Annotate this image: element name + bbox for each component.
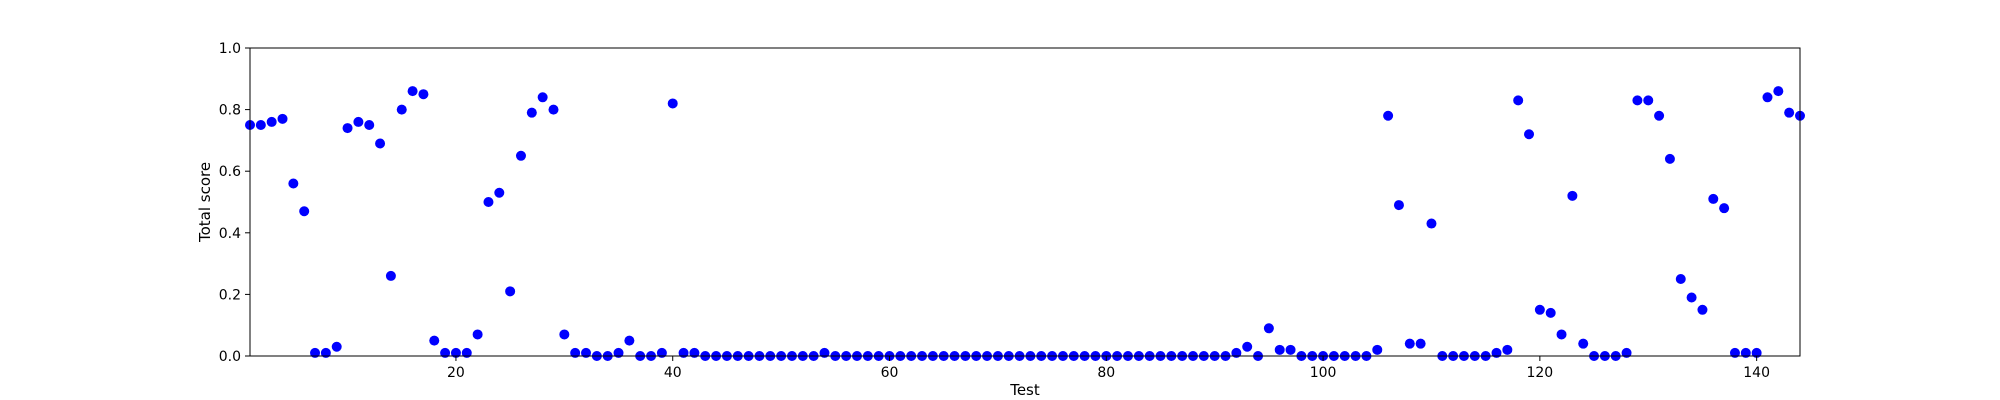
data-point [375, 138, 386, 149]
data-point [1274, 344, 1285, 355]
data-point [1751, 347, 1762, 358]
data-point [407, 86, 418, 97]
data-point [1697, 304, 1708, 315]
data-point [353, 116, 364, 127]
y-axis-label: Total score [196, 162, 214, 243]
data-point [331, 341, 342, 352]
data-point [689, 347, 700, 358]
x-tick-label: 80 [1097, 365, 1115, 381]
x-tick-label: 140 [1743, 365, 1770, 381]
data-point [1675, 274, 1686, 284]
data-point [1534, 304, 1545, 315]
data-point [450, 347, 461, 358]
data-point [548, 104, 559, 115]
data-point [1372, 344, 1383, 355]
x-tick-label: 40 [664, 365, 682, 381]
data-point [1719, 203, 1730, 214]
data-point [483, 197, 494, 207]
data-point [342, 123, 353, 134]
x-tick-label: 120 [1526, 365, 1553, 381]
data-point [440, 347, 451, 358]
y-tick-label: 0.4 [219, 226, 241, 242]
data-point [1524, 129, 1535, 140]
data-point [1686, 292, 1697, 303]
data-point [320, 347, 331, 358]
data-point [526, 107, 537, 118]
data-point [288, 178, 299, 189]
x-axis: 20 40 60 80 100 120 140 [447, 356, 1770, 381]
plot-frame [249, 47, 1801, 357]
data-point [461, 347, 472, 358]
data-point [819, 347, 830, 358]
data-point [1263, 323, 1274, 334]
data-point [1762, 92, 1773, 103]
data-point [385, 270, 396, 281]
y-tick-label: 0.2 [219, 287, 241, 303]
data-point [1567, 190, 1578, 201]
data-point [1545, 307, 1556, 318]
data-point [266, 116, 277, 127]
data-point [1708, 193, 1719, 204]
data-point [1621, 347, 1632, 358]
data-point [505, 286, 516, 297]
data-point [310, 347, 321, 358]
data-point [537, 92, 548, 103]
data-point [1632, 95, 1643, 106]
data-point [277, 113, 288, 124]
y-axis: 0.0 0.2 0.4 0.6 0.8 1.0 [219, 41, 250, 365]
data-point [494, 187, 505, 198]
data-point [1502, 344, 1513, 355]
y-tick-label: 1.0 [219, 41, 241, 57]
x-axis-label: Test [1009, 381, 1040, 399]
data-point [396, 104, 407, 115]
data-point [613, 347, 624, 358]
data-point [1654, 110, 1665, 121]
data-point [1578, 338, 1589, 349]
data-points [245, 86, 1805, 361]
data-point [1740, 347, 1751, 358]
data-point [1513, 95, 1524, 106]
data-point [1383, 110, 1394, 121]
data-point [667, 98, 678, 109]
data-point [299, 206, 310, 217]
data-point [364, 120, 375, 130]
data-point [656, 347, 667, 358]
data-point [581, 347, 592, 358]
data-point [1491, 347, 1502, 358]
data-point [515, 150, 526, 161]
data-point [570, 347, 581, 358]
data-point [1773, 86, 1784, 97]
data-point [418, 89, 429, 100]
data-point [559, 329, 570, 340]
y-tick-label: 0.6 [219, 164, 241, 180]
data-point [678, 347, 689, 358]
data-point [1393, 200, 1404, 211]
data-point [624, 335, 635, 346]
data-point [1242, 341, 1253, 352]
data-point [1729, 347, 1740, 358]
y-tick-label: 0.0 [219, 349, 241, 365]
x-tick-label: 20 [447, 365, 465, 381]
data-point [429, 335, 440, 346]
x-tick-label: 100 [1310, 365, 1337, 381]
data-point [1784, 107, 1795, 118]
data-point [472, 329, 483, 340]
data-point [255, 120, 266, 130]
data-point [1404, 338, 1415, 349]
data-point [1643, 95, 1654, 106]
x-tick-label: 60 [881, 365, 899, 381]
data-point [1231, 347, 1242, 358]
data-point [1415, 338, 1426, 349]
y-tick-label: 0.8 [219, 103, 241, 119]
data-point [1426, 218, 1437, 229]
data-point [1664, 153, 1675, 164]
data-point [1556, 329, 1567, 340]
data-point [1285, 344, 1296, 355]
